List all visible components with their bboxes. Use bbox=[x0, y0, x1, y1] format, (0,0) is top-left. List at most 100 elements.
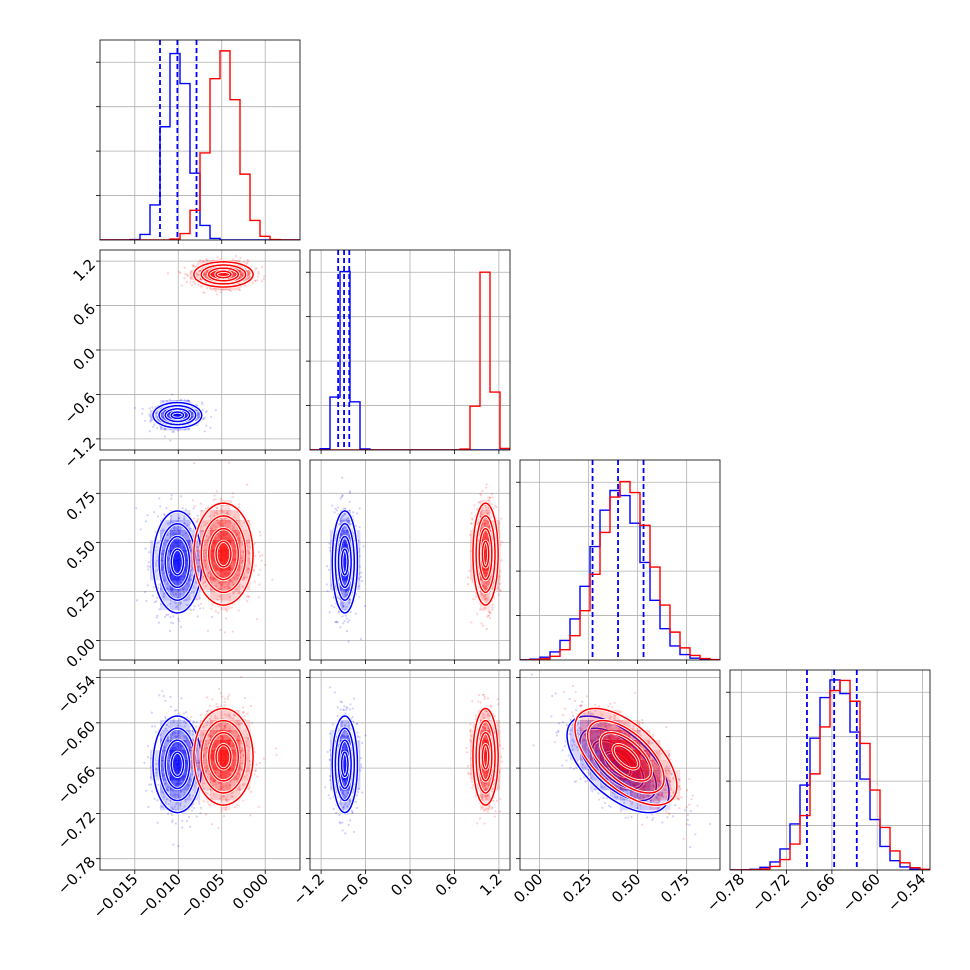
scatter-point bbox=[484, 522, 487, 525]
density-cell bbox=[240, 530, 251, 541]
scatter-point bbox=[243, 260, 246, 263]
scatter-point bbox=[227, 288, 231, 292]
scatter-point bbox=[197, 565, 200, 568]
scatter-point bbox=[179, 602, 182, 605]
scatter-point bbox=[207, 536, 211, 539]
scatter-point bbox=[483, 586, 486, 590]
scatter-point bbox=[150, 783, 153, 786]
scatter-point bbox=[192, 806, 196, 810]
scatter-point bbox=[327, 568, 331, 571]
scatter-point bbox=[174, 809, 177, 812]
scatter-point bbox=[339, 601, 343, 605]
scatter-point bbox=[141, 412, 144, 415]
scatter-point bbox=[237, 591, 240, 595]
scatter-point bbox=[168, 629, 172, 632]
scatter-point bbox=[150, 725, 154, 728]
scatter-point bbox=[246, 567, 250, 570]
scatter-point bbox=[216, 506, 219, 509]
scatter-point bbox=[186, 523, 189, 526]
scatter-point bbox=[472, 598, 475, 601]
scatter-point bbox=[488, 616, 492, 620]
scatter-point bbox=[215, 293, 218, 296]
density-cell bbox=[180, 600, 191, 611]
scatter-point bbox=[215, 509, 218, 512]
contour-line bbox=[170, 411, 185, 420]
scatter-point bbox=[187, 534, 190, 538]
scatter-point bbox=[204, 507, 207, 510]
scatter-point bbox=[358, 555, 361, 558]
scatter-point bbox=[239, 554, 242, 557]
scatter-point bbox=[192, 281, 196, 284]
density-cell bbox=[340, 600, 351, 611]
scatter-point bbox=[341, 528, 344, 531]
scatter-point bbox=[486, 615, 489, 618]
scatter-point bbox=[221, 510, 224, 513]
scatter-point bbox=[339, 518, 342, 521]
scatter-point bbox=[192, 507, 195, 510]
panel-2d-2-0 bbox=[100, 460, 300, 660]
scatter-point bbox=[156, 427, 159, 430]
scatter-point bbox=[358, 596, 361, 599]
scatter-point bbox=[156, 515, 160, 518]
scatter-point bbox=[189, 281, 192, 284]
scatter-point bbox=[257, 275, 260, 278]
scatter-point bbox=[149, 776, 152, 779]
scatter-point bbox=[195, 747, 199, 750]
scatter-point bbox=[160, 757, 164, 760]
contour-line bbox=[158, 404, 197, 426]
scatter-point bbox=[195, 598, 198, 601]
scatter-point bbox=[224, 520, 227, 523]
scatter-point bbox=[488, 496, 492, 499]
scatter-point bbox=[187, 399, 190, 402]
scatter-point bbox=[239, 561, 243, 564]
scatter-point bbox=[203, 581, 206, 584]
scatter-point bbox=[162, 594, 165, 597]
scatter-point bbox=[178, 593, 181, 596]
scatter-point bbox=[222, 524, 225, 527]
scatter-point bbox=[182, 712, 186, 715]
scatter-point bbox=[345, 517, 348, 520]
contour-line bbox=[215, 270, 232, 279]
scatter-point bbox=[192, 608, 195, 611]
scatter-point bbox=[490, 492, 494, 496]
scatter-point bbox=[153, 423, 156, 426]
scatter-point bbox=[500, 559, 503, 562]
scatter-point bbox=[248, 273, 251, 276]
scatter-point bbox=[215, 511, 218, 514]
scatter-point bbox=[245, 539, 248, 542]
scatter-point bbox=[205, 273, 208, 277]
contours-series-0 bbox=[330, 509, 359, 615]
scatter-point bbox=[346, 519, 349, 522]
scatter-point bbox=[241, 559, 244, 562]
scatter-point bbox=[219, 692, 222, 695]
scatter-point bbox=[196, 520, 199, 523]
scatter-point bbox=[183, 599, 186, 602]
scatter-point bbox=[483, 583, 486, 586]
scatter-point bbox=[164, 782, 167, 786]
scatter-point bbox=[216, 513, 219, 516]
scatter-point bbox=[484, 598, 487, 601]
scatter-point bbox=[235, 533, 238, 537]
density-cell bbox=[340, 550, 351, 561]
scatter-point bbox=[176, 793, 179, 796]
scatter-point bbox=[490, 503, 494, 506]
scatter-point bbox=[186, 582, 189, 586]
scatter-point bbox=[191, 264, 194, 267]
scatter-point bbox=[338, 523, 342, 526]
scatter-point bbox=[167, 738, 170, 741]
scatter-point bbox=[471, 518, 474, 521]
scatter-point bbox=[172, 731, 175, 734]
scatter-point bbox=[156, 799, 159, 802]
scatter-point bbox=[154, 767, 157, 770]
scatter-point bbox=[479, 512, 483, 515]
scatter-point bbox=[196, 549, 199, 553]
scatter-point bbox=[213, 494, 216, 497]
scatter-point bbox=[174, 790, 177, 793]
scatter-point bbox=[480, 511, 483, 514]
scatter-point bbox=[481, 593, 484, 597]
scatter-point bbox=[197, 604, 200, 607]
scatter-point bbox=[194, 580, 197, 583]
scatter-point bbox=[186, 513, 189, 516]
scatter-point bbox=[158, 608, 161, 611]
scatter-point bbox=[206, 539, 209, 542]
